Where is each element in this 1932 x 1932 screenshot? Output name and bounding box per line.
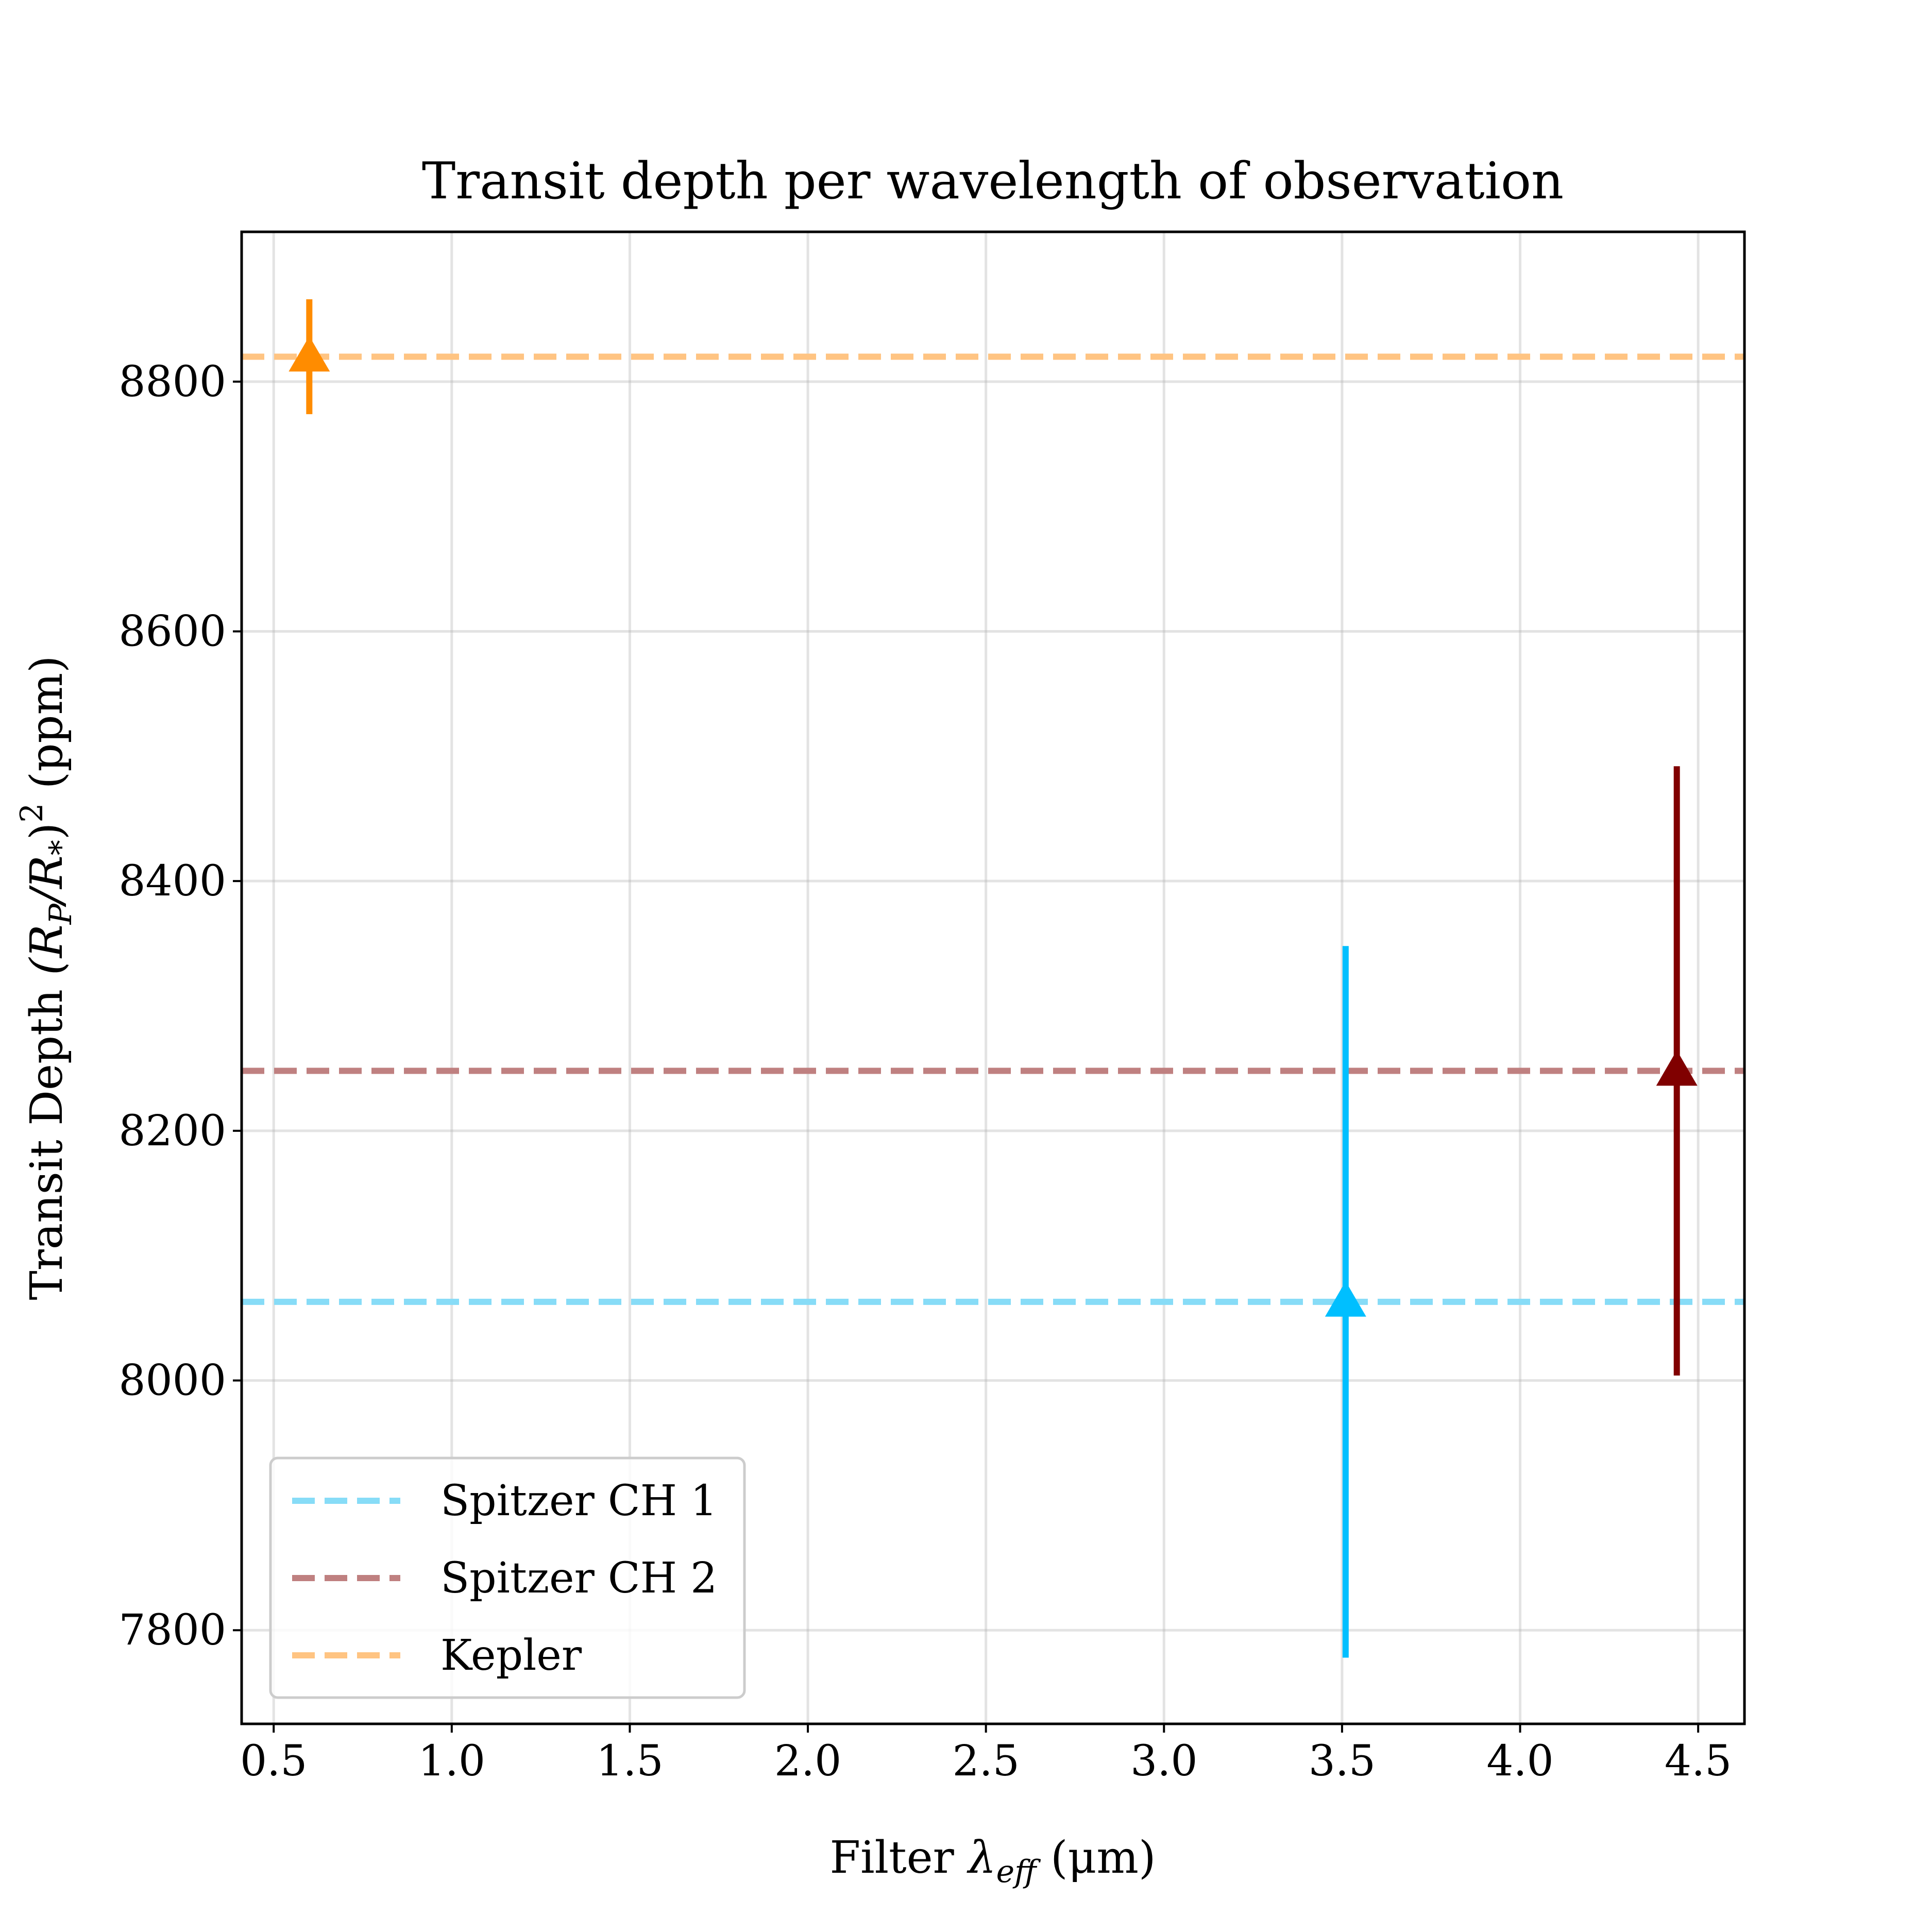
x-tick-label: 4.0 [1486,1737,1553,1786]
x-axis-label-subscript: eff [996,1854,1042,1890]
x-axis-label-symbol: λ [967,1832,996,1884]
y-tick-label: 7800 [118,1606,226,1655]
y-tick-label: 8800 [118,358,226,406]
x-axis-label: Filter λeff (μm) [829,1832,1156,1890]
x-tick-label: 3.0 [1130,1737,1197,1786]
plot-frame [240,230,1746,1725]
x-tick-label: 0.5 [240,1737,307,1786]
chart-title: Transit depth per wavelength of observat… [422,152,1564,211]
y-axis-label-sub2: * [43,840,79,855]
x-tick-label: 2.0 [774,1737,841,1786]
x-tick-label: 1.5 [596,1737,663,1786]
legend-box [269,1456,746,1699]
data-marker [1325,1281,1366,1317]
x-tick-label: 2.5 [952,1737,1019,1786]
y-axis-label-formula: (R [21,924,73,975]
x-axis-label-suffix: (μm) [1037,1832,1156,1884]
legend: Spitzer CH 1 Spitzer CH 2 Kepler [269,1456,746,1699]
y-tick-label: 8400 [118,857,226,906]
y-tick-label: 8600 [118,607,226,656]
y-axis-label-prefix: Transit Depth [21,975,73,1300]
y-axis-ticks: 7800 8000 8200 8400 8600 8800 [118,358,242,1655]
x-axis-ticks: 0.5 1.0 1.5 2.0 2.5 3.0 3.5 4.0 4.5 [240,1724,1732,1786]
legend-label: Spitzer CH 2 [440,1554,717,1603]
data-marker [1656,1050,1698,1086]
data-marker [289,336,330,372]
reference-lines [242,353,1744,1305]
y-axis-label-sub1: P [43,903,79,925]
x-axis-label-prefix: Filter [829,1832,968,1884]
x-tick-label: 3.5 [1309,1737,1376,1786]
legend-label: Kepler [440,1631,582,1680]
data-points [289,299,1698,1658]
legend-label: Spitzer CH 1 [440,1477,717,1526]
y-axis-label-mid: /R [21,855,73,907]
grid [242,232,1744,1724]
x-tick-label: 4.5 [1665,1737,1732,1786]
y-axis-label-suffix: (ppm) [21,655,73,803]
y-tick-label: 8200 [118,1107,226,1156]
y-axis-label-sup: 2 [14,803,50,823]
y-axis-label: Transit Depth (RP/R*)2 (ppm) [14,655,79,1300]
y-tick-label: 8000 [118,1357,226,1405]
x-tick-label: 1.0 [418,1737,485,1786]
y-axis-label-close: ) [21,823,73,840]
